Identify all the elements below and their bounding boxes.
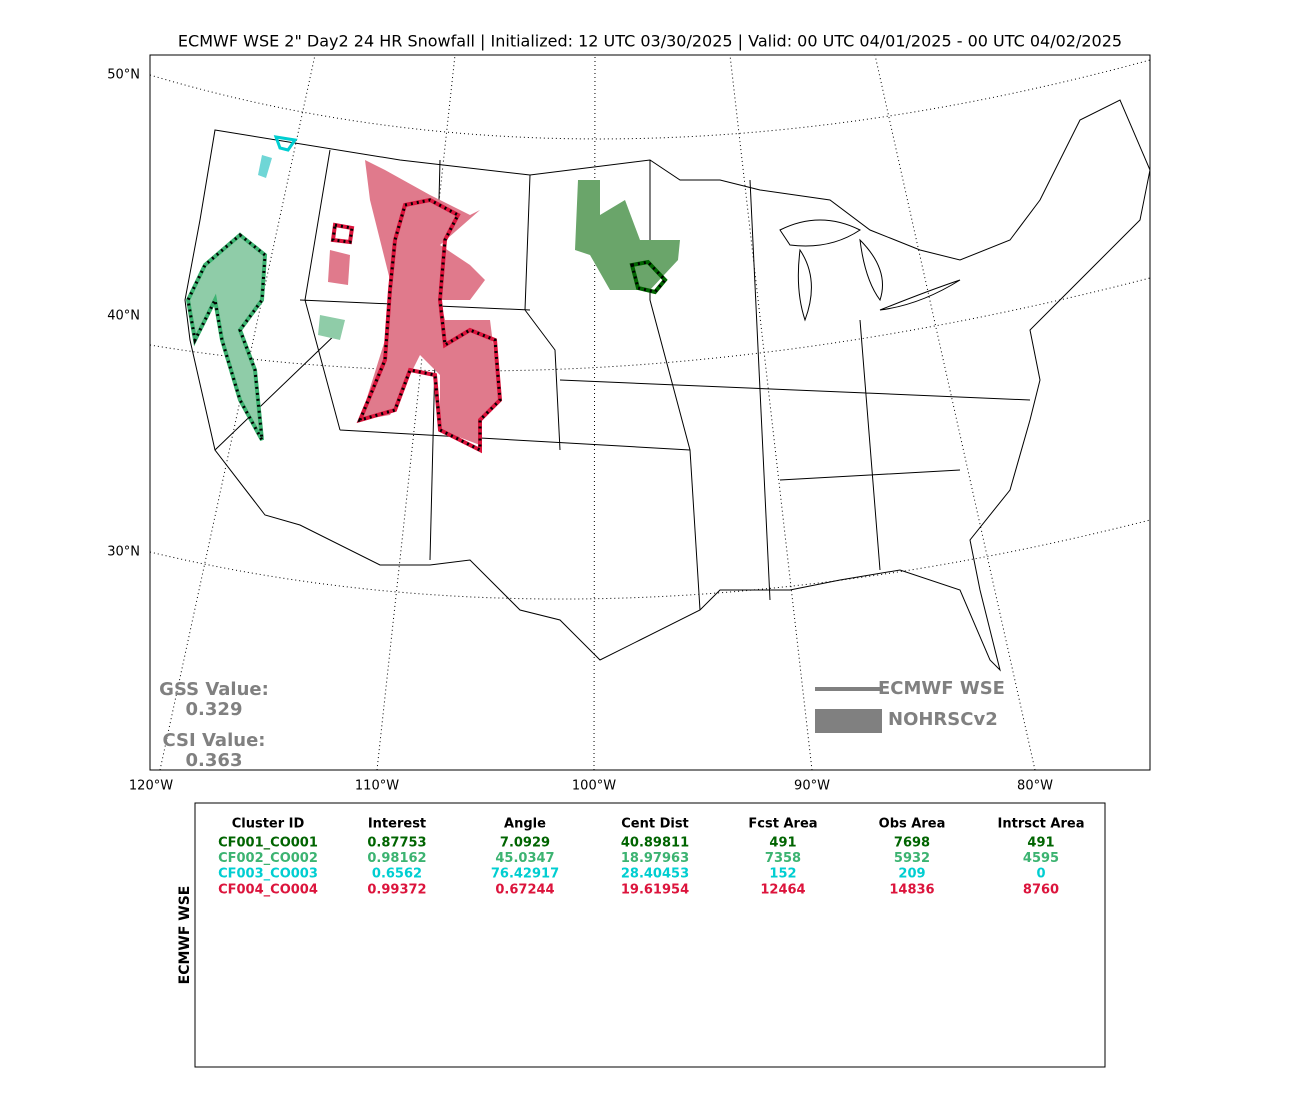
fcst-outline-dots: [331, 198, 668, 453]
table-cell: 5932: [894, 851, 930, 866]
table-cell: 0.67244: [495, 882, 554, 897]
table-cell: 0.6562: [372, 867, 422, 882]
table-header: Intrsct Area: [998, 817, 1085, 832]
map-frame: [149, 54, 1151, 771]
table-header: Fcst Area: [748, 817, 817, 832]
table-cell: 28.40453: [621, 867, 689, 882]
lat-label: 50°N: [107, 68, 140, 83]
fcst-outline: [185, 232, 268, 441]
table-header: Angle: [504, 817, 546, 832]
legend-label: NOHRSCv2: [888, 709, 998, 730]
table-cell: 0.99372: [367, 882, 426, 897]
graticule: [150, 55, 1150, 770]
great-lakes: [779, 219, 961, 322]
table-cell: 4595: [1023, 851, 1059, 866]
table-cell: 76.42917: [491, 867, 559, 882]
table-cell: CF003_CO003: [218, 867, 318, 882]
table-cell: 0: [1036, 867, 1045, 882]
table-cell: 491: [1027, 836, 1054, 851]
table-cell: 7.0929: [500, 836, 550, 851]
table-header: Cluster ID: [232, 817, 305, 832]
table-cell: 12464: [760, 882, 805, 897]
table-cell: 14836: [889, 882, 934, 897]
table-cell: 19.61954: [621, 882, 689, 897]
table-header: Cent Dist: [621, 817, 689, 832]
lat-label: 30°N: [107, 545, 140, 560]
table-frame: [194, 802, 1106, 1068]
obs-area: [575, 180, 680, 290]
table-side-label: ECMWF WSE: [177, 886, 193, 985]
table-cell: CF001_CO001: [218, 836, 318, 851]
table-cell: CF002_CO002: [218, 851, 318, 866]
score-label: CSI Value:: [163, 730, 266, 751]
table-cell: 7358: [765, 851, 801, 866]
obs-area: [258, 155, 272, 178]
lat-label: 40°N: [107, 309, 140, 324]
score-value: 0.329: [186, 699, 243, 720]
legend-patch: [815, 709, 882, 733]
table-cell: 8760: [1023, 882, 1059, 897]
obs-area: [328, 160, 500, 445]
lon-label: 90°W: [794, 779, 830, 794]
lon-label: 80°W: [1017, 779, 1053, 794]
fcst-outline: [273, 135, 298, 152]
score-value: 0.363: [186, 750, 243, 771]
table-cell: 40.89811: [621, 836, 689, 851]
table-cell: 0.98162: [367, 851, 426, 866]
map-title: ECMWF WSE 2" Day2 24 HR Snowfall | Initi…: [178, 32, 1122, 51]
table-cell: 18.97963: [621, 851, 689, 866]
table-cell: 209: [898, 867, 925, 882]
score-label: GSS Value:: [159, 679, 269, 700]
table-cell: 152: [769, 867, 796, 882]
lon-label: 110°W: [355, 779, 399, 794]
table-cell: 491: [769, 836, 796, 851]
table-cell: 0.87753: [367, 836, 426, 851]
table-cell: CF004_CO004: [218, 882, 318, 897]
us-outline: [184, 99, 1150, 672]
lon-label: 120°W: [129, 779, 173, 794]
map-area: [150, 55, 1150, 770]
obs-area: [188, 235, 345, 440]
table-cell: 45.0347: [495, 851, 554, 866]
lon-label: 100°W: [572, 779, 616, 794]
table-cell: 7698: [894, 836, 930, 851]
table-header: Obs Area: [879, 817, 946, 832]
table-header: Interest: [368, 817, 426, 832]
legend-label: ECMWF WSE: [878, 678, 1005, 699]
